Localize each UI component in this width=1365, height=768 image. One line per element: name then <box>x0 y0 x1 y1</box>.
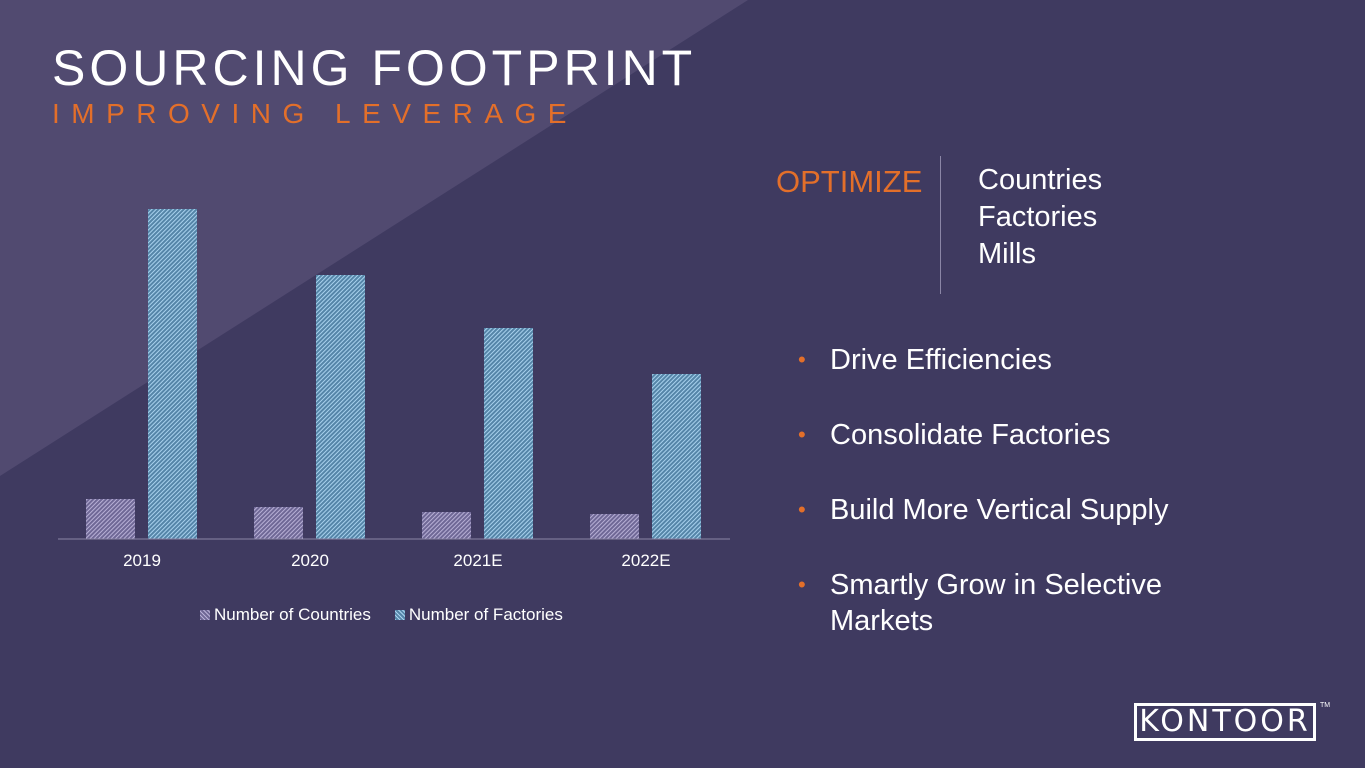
optimize-label: OPTIMIZE <box>776 164 923 199</box>
bar-countries-2020 <box>254 507 303 539</box>
legend-label-factories: Number of Factories <box>408 605 563 624</box>
bullet-item: • Drive Efficiencies <box>798 344 1052 376</box>
x-tick-label: 2020 <box>291 551 329 570</box>
x-tick-label: 2022E <box>621 551 670 570</box>
bar-factories-2021e <box>484 328 533 539</box>
optimize-list: Countries Factories Mills <box>978 162 1102 273</box>
x-tick-label: 2019 <box>123 551 161 570</box>
legend-label-countries: Number of Countries <box>214 605 371 624</box>
optimize-divider <box>940 156 941 294</box>
bar-factories-2020 <box>316 275 365 539</box>
optimize-item-countries: Countries <box>978 164 1103 196</box>
legend-swatch-factories <box>394 610 405 620</box>
bullet-dot-icon: • <box>798 497 806 522</box>
trademark-symbol: TM <box>1320 702 1331 709</box>
x-tick-label: 2021E <box>453 551 502 570</box>
kontoor-logo: KONTOOR <box>1134 703 1316 741</box>
bar-countries-2019 <box>86 499 135 539</box>
bullet-dot-icon: • <box>798 572 806 597</box>
page-title: SOURCING FOOTPRINT <box>52 40 697 96</box>
optimize-item-mills: Mills <box>978 238 1036 270</box>
bar-chart: 2019 2020 2021E 2022E <box>58 209 730 570</box>
optimize-item-factories: Factories <box>978 201 1098 233</box>
bar-countries-2021e <box>422 512 471 539</box>
page-subtitle: IMPROVING LEVERAGE <box>52 98 578 129</box>
bar-factories-2019 <box>148 209 197 539</box>
bullet-item: • Consolidate Factories <box>798 419 1111 451</box>
bullet-item: • Smartly Grow in Selective Markets <box>798 569 1162 637</box>
bullet-dot-icon: • <box>798 347 806 372</box>
chart-legend: Number of Countries Number of Factories <box>200 605 563 625</box>
legend-swatch-countries <box>200 610 210 620</box>
legend-item-countries: Number of Countries <box>200 605 371 625</box>
bullet-item: • Build More Vertical Supply <box>798 494 1169 526</box>
bar-countries-2022e <box>590 514 639 539</box>
bar-factories-2022e <box>652 374 701 539</box>
legend-item-factories: Number of Factories <box>394 605 563 625</box>
strategy-bullet-list: • Drive Efficiencies • Consolidate Factori… <box>798 342 1218 678</box>
bullet-dot-icon: • <box>798 422 806 447</box>
